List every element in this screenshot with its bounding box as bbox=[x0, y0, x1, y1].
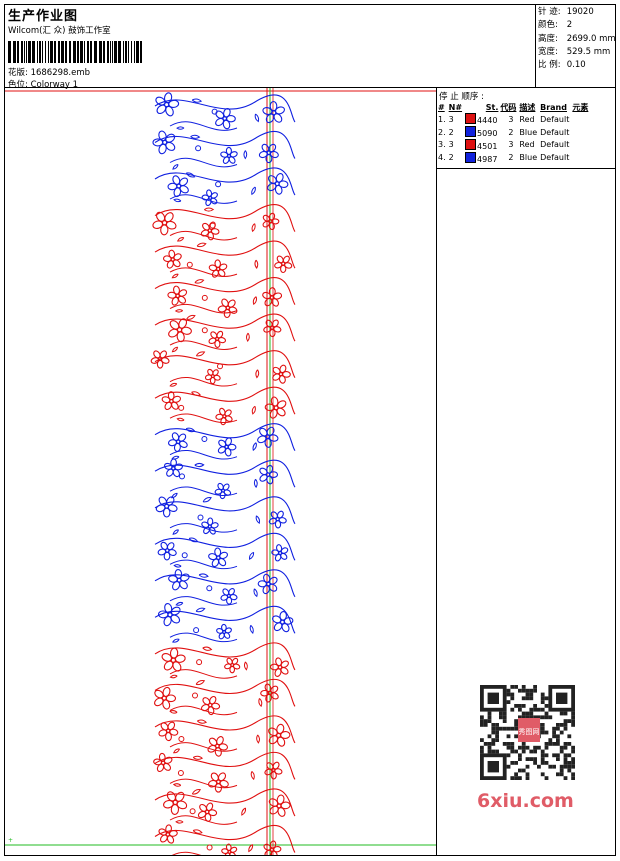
table-row: 3. 3 4501 3 Red Default bbox=[438, 138, 591, 152]
table-row: 2. 2 5090 2 Blue Default bbox=[438, 126, 591, 139]
stop-sequence-title: 停 止 顺序 : bbox=[439, 92, 484, 102]
row-needle: 2 bbox=[448, 153, 454, 163]
colorway-line: 色位: Colorway 1 bbox=[8, 78, 78, 90]
row-stops: 3 bbox=[508, 114, 514, 124]
row-index: 4. bbox=[438, 153, 446, 163]
col-index: # bbox=[438, 102, 445, 112]
header-left: 生产作业图 Wilcom(汇 众) 鼓饰工作室 花版: 1686298.emb … bbox=[5, 5, 535, 90]
motif-band-blue bbox=[152, 92, 296, 207]
row-stops: 2 bbox=[508, 127, 514, 137]
row-code: 5090 bbox=[465, 126, 500, 139]
stamp-box bbox=[518, 718, 540, 742]
row-needle: 3 bbox=[448, 114, 454, 124]
sheet-title: 生产作业图 bbox=[8, 9, 79, 24]
row-element bbox=[572, 113, 591, 126]
motif-band-red bbox=[154, 642, 296, 757]
motif-band-blue bbox=[154, 532, 296, 643]
qr-code: 秀图网 bbox=[480, 685, 575, 780]
barcode bbox=[8, 41, 142, 63]
row-desc: Blue bbox=[519, 127, 538, 137]
sheet-frame bbox=[4, 4, 616, 856]
stats-panel: 针 迹: 19020 颜色: 2 高度: 2699.0 mm 宽度: 529.5… bbox=[538, 6, 616, 72]
col-element: 元素 bbox=[572, 102, 589, 112]
stop-sequence-table: # N# St. 代码 描述 Brand 元素 1. 3 4440 3 Red Defau… bbox=[438, 101, 591, 164]
thread-code: 4440 bbox=[477, 116, 498, 126]
col-desc: 描述 bbox=[519, 102, 536, 112]
table-bottom-rule bbox=[436, 168, 616, 169]
header-bottom-rule bbox=[4, 87, 616, 88]
row-desc: Blue bbox=[519, 153, 538, 163]
row-brand: Default bbox=[540, 140, 570, 150]
table-row: 4. 2 4987 2 Blue Default bbox=[438, 151, 591, 164]
stat-scale: 比 例: 0.10 bbox=[538, 60, 586, 71]
color-swatch bbox=[465, 113, 477, 125]
table-row: 1. 3 4440 3 Red Default bbox=[438, 113, 591, 126]
stat-colors: 颜色: 2 bbox=[538, 20, 573, 31]
motif-band-red bbox=[153, 751, 296, 855]
row-element bbox=[572, 151, 591, 164]
row-desc: Red bbox=[519, 140, 535, 150]
color-swatch bbox=[465, 126, 477, 138]
colorway-label: 色位: bbox=[8, 80, 28, 90]
row-needle: 2 bbox=[448, 127, 454, 137]
row-brand: Default bbox=[540, 153, 570, 163]
design-file-value: 1686298.emb bbox=[30, 68, 91, 78]
motif-band-red bbox=[152, 204, 296, 319]
stat-stitches: 针 迹: 19020 bbox=[538, 7, 594, 17]
row-index: 1. bbox=[438, 114, 446, 124]
row-element bbox=[572, 126, 591, 139]
row-needle: 3 bbox=[448, 140, 454, 150]
col-stops: 代码 bbox=[500, 102, 517, 112]
row-code: 4501 bbox=[465, 138, 500, 152]
col-code: St. bbox=[485, 102, 499, 112]
thread-code: 4501 bbox=[477, 141, 498, 151]
company-name: Wilcom(汇 众) 鼓饰工作室 bbox=[8, 26, 111, 36]
header-divider bbox=[535, 4, 536, 88]
row-desc: Red bbox=[519, 114, 535, 124]
col-needle: N# bbox=[448, 102, 463, 112]
thread-code: 5090 bbox=[477, 129, 498, 139]
row-brand: Default bbox=[540, 127, 570, 137]
stat-width: 宽度: 529.5 mm bbox=[538, 46, 611, 57]
col-brand: Brand bbox=[540, 102, 567, 112]
design-file-line: 花版: 1686298.emb bbox=[8, 66, 90, 78]
row-stops: 2 bbox=[508, 153, 514, 163]
thread-code: 4987 bbox=[477, 154, 498, 164]
color-swatch bbox=[465, 151, 477, 163]
row-brand: Default bbox=[540, 114, 570, 124]
embroidery-design-canvas: + bbox=[5, 88, 436, 855]
color-swatch bbox=[465, 138, 477, 150]
row-code: 4440 bbox=[465, 113, 500, 126]
row-index: 2. bbox=[438, 127, 446, 137]
origin-marker: + bbox=[8, 837, 13, 844]
row-code: 4987 bbox=[465, 151, 500, 164]
stat-height: 高度: 2699.0 mm bbox=[538, 33, 616, 44]
stamp-text: 秀图网 bbox=[519, 727, 540, 736]
design-file-label: 花版: bbox=[8, 68, 28, 78]
row-element bbox=[572, 139, 591, 152]
motif-band-red bbox=[150, 313, 296, 426]
row-stops: 3 bbox=[508, 140, 514, 150]
row-index: 3. bbox=[438, 140, 446, 150]
watermark-site: 6xiu.com bbox=[477, 790, 574, 812]
motif-band-blue bbox=[154, 423, 296, 535]
colorway-value: Colorway 1 bbox=[30, 80, 79, 90]
watermark-qr: 秀图网 bbox=[470, 680, 586, 815]
table-header-row: # N# St. 代码 描述 Brand 元素 bbox=[438, 101, 591, 113]
panel-divider bbox=[436, 87, 437, 856]
